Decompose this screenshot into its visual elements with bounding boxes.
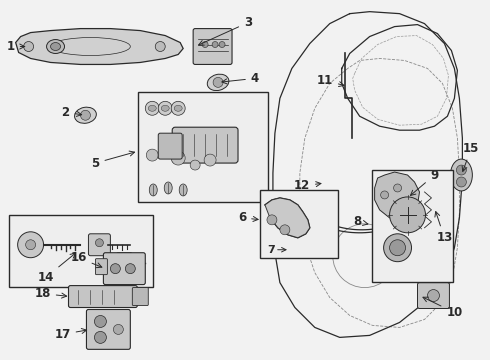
FancyBboxPatch shape (86, 310, 130, 349)
Polygon shape (375, 172, 419, 220)
Circle shape (202, 41, 208, 48)
Ellipse shape (161, 105, 169, 111)
Ellipse shape (207, 74, 229, 91)
FancyBboxPatch shape (9, 215, 153, 287)
Circle shape (267, 215, 277, 225)
Circle shape (381, 191, 389, 199)
Ellipse shape (50, 42, 61, 50)
Circle shape (147, 149, 158, 161)
Circle shape (190, 160, 200, 170)
Text: 17: 17 (54, 328, 87, 341)
Text: 7: 7 (267, 245, 275, 255)
Text: 8: 8 (354, 215, 368, 228)
Ellipse shape (164, 182, 172, 194)
Circle shape (24, 41, 34, 51)
Circle shape (80, 110, 91, 120)
Text: 14: 14 (37, 253, 75, 284)
Circle shape (25, 240, 36, 250)
Text: 10: 10 (423, 297, 463, 319)
Text: 18: 18 (34, 287, 67, 300)
Circle shape (393, 184, 401, 192)
Polygon shape (16, 28, 183, 64)
FancyBboxPatch shape (103, 253, 145, 285)
Circle shape (145, 101, 159, 115)
FancyBboxPatch shape (172, 127, 238, 163)
FancyBboxPatch shape (193, 28, 232, 64)
Circle shape (155, 41, 165, 51)
Circle shape (384, 234, 412, 262)
Circle shape (96, 239, 103, 247)
Text: 9: 9 (411, 168, 439, 195)
Circle shape (456, 177, 466, 187)
Circle shape (204, 154, 216, 166)
Text: 1: 1 (6, 40, 25, 53)
Circle shape (219, 41, 225, 48)
Circle shape (171, 101, 185, 115)
Text: 16: 16 (70, 251, 102, 267)
FancyBboxPatch shape (138, 92, 268, 202)
Circle shape (110, 264, 121, 274)
Circle shape (113, 324, 123, 334)
Ellipse shape (149, 184, 157, 196)
Ellipse shape (179, 184, 187, 196)
Circle shape (95, 332, 106, 343)
Circle shape (125, 264, 135, 274)
Polygon shape (265, 198, 310, 238)
Ellipse shape (74, 107, 97, 123)
Text: 3: 3 (198, 16, 252, 45)
Text: 15: 15 (462, 141, 480, 171)
Text: 6: 6 (238, 211, 258, 224)
FancyBboxPatch shape (371, 170, 453, 282)
Text: 2: 2 (61, 106, 82, 119)
Circle shape (456, 165, 466, 175)
FancyBboxPatch shape (417, 283, 449, 309)
Circle shape (427, 289, 440, 302)
Circle shape (18, 232, 44, 258)
Text: 13: 13 (435, 212, 453, 244)
Circle shape (212, 41, 218, 48)
FancyBboxPatch shape (158, 133, 182, 159)
Ellipse shape (47, 40, 65, 54)
Circle shape (95, 315, 106, 328)
Circle shape (390, 240, 406, 256)
FancyBboxPatch shape (89, 234, 110, 256)
Ellipse shape (174, 105, 182, 111)
FancyBboxPatch shape (96, 259, 107, 275)
Circle shape (158, 101, 172, 115)
FancyBboxPatch shape (260, 190, 338, 258)
FancyBboxPatch shape (132, 288, 148, 306)
Text: 4: 4 (222, 72, 259, 85)
Text: 12: 12 (294, 180, 321, 193)
FancyBboxPatch shape (69, 285, 137, 307)
FancyBboxPatch shape (116, 253, 132, 273)
Circle shape (280, 225, 290, 235)
Text: 11: 11 (317, 74, 344, 87)
Text: 5: 5 (91, 151, 135, 170)
Circle shape (213, 77, 223, 87)
Ellipse shape (148, 105, 156, 111)
Circle shape (171, 151, 185, 165)
Circle shape (390, 197, 425, 233)
Circle shape (160, 148, 170, 158)
Ellipse shape (450, 159, 472, 191)
